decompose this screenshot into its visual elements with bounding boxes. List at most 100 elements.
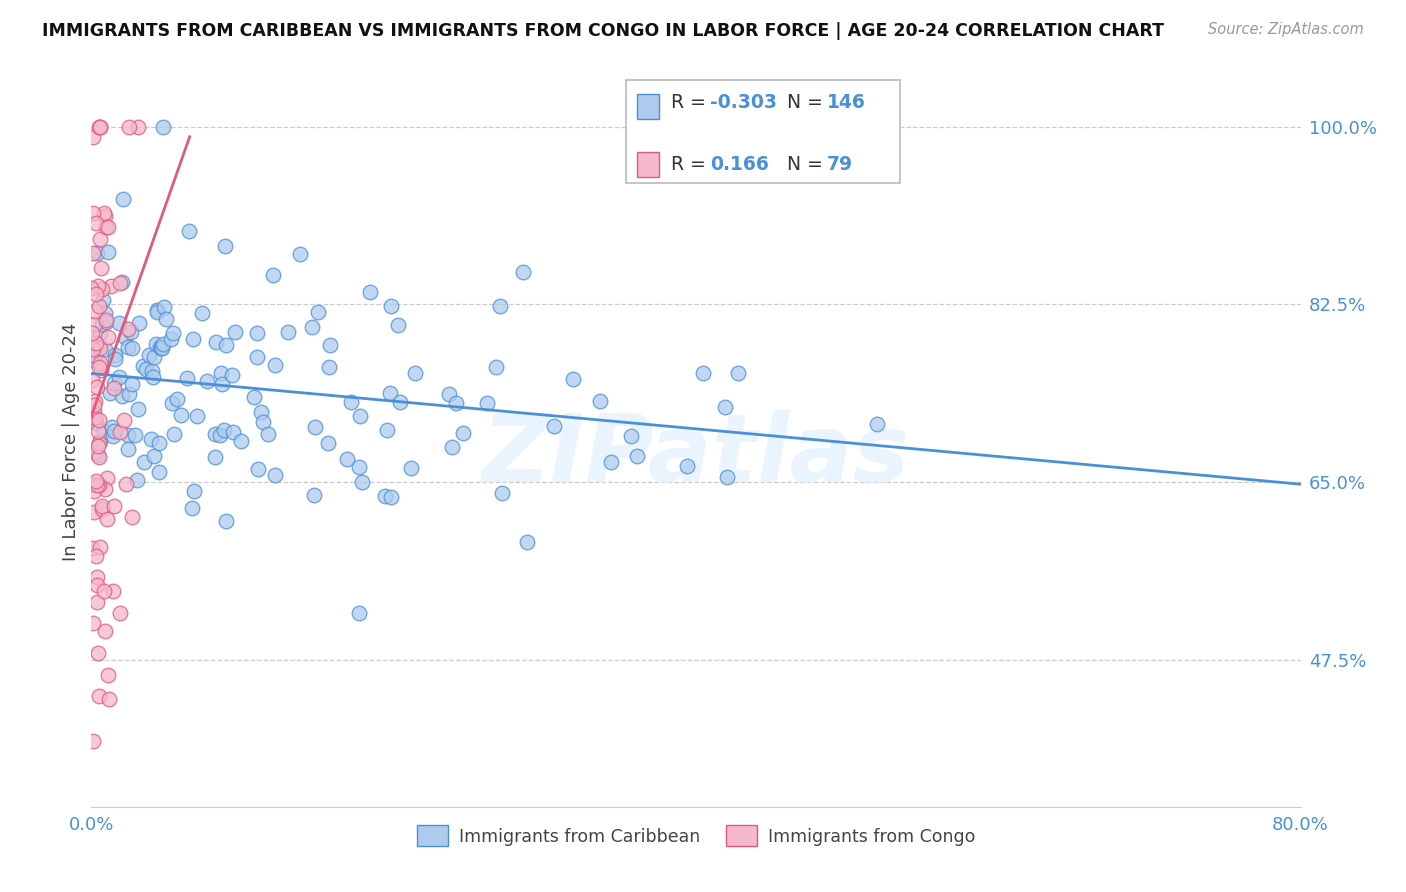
Point — [103, 425, 125, 439]
Point — [84, 335, 107, 350]
Point — [143, 351, 166, 365]
Point — [318, 359, 340, 374]
Point — [86, 245, 108, 260]
Point — [380, 300, 402, 314]
Point — [82, 129, 104, 144]
Point — [183, 483, 205, 498]
Point — [142, 370, 165, 384]
Point — [93, 584, 115, 599]
Point — [120, 325, 142, 339]
Point — [82, 373, 104, 387]
Point — [485, 360, 508, 375]
Point — [112, 413, 135, 427]
Point — [108, 606, 131, 620]
Point — [87, 436, 110, 450]
Point — [111, 389, 134, 403]
Point — [83, 411, 105, 425]
Point — [212, 423, 235, 437]
Point — [103, 376, 125, 390]
Point — [453, 426, 475, 441]
Point — [243, 390, 266, 404]
Point — [82, 343, 104, 357]
Point — [82, 734, 104, 748]
Point — [94, 624, 117, 639]
Point — [86, 478, 108, 492]
Point — [264, 467, 287, 482]
Point — [107, 316, 129, 330]
Point — [380, 490, 402, 504]
Point — [162, 326, 184, 340]
Point — [401, 461, 423, 475]
Point — [91, 499, 114, 513]
Point — [380, 386, 402, 401]
Point — [91, 318, 114, 332]
Point — [135, 361, 157, 376]
Point — [375, 423, 398, 437]
Point — [82, 246, 104, 260]
Point — [89, 120, 111, 134]
Point — [87, 120, 110, 134]
Point — [86, 380, 108, 394]
Point — [340, 395, 363, 409]
Text: 79: 79 — [827, 155, 853, 174]
Point — [111, 275, 134, 289]
Point — [205, 334, 228, 349]
Point — [444, 396, 467, 410]
Point — [94, 313, 117, 327]
Point — [250, 405, 273, 419]
Point — [87, 425, 110, 439]
Point — [304, 420, 326, 434]
Point — [163, 426, 186, 441]
Point — [229, 434, 252, 448]
Text: IMMIGRANTS FROM CARIBBEAN VS IMMIGRANTS FROM CONGO IN LABOR FORCE | AGE 20-24 CO: IMMIGRANTS FROM CARIBBEAN VS IMMIGRANTS … — [42, 22, 1164, 40]
Text: Source: ZipAtlas.com: Source: ZipAtlas.com — [1208, 22, 1364, 37]
Point — [150, 341, 173, 355]
Point — [153, 300, 176, 314]
Point — [716, 470, 738, 484]
Point — [350, 475, 373, 489]
Point — [138, 348, 160, 362]
Point — [148, 466, 170, 480]
Point — [599, 455, 621, 469]
Point — [246, 350, 269, 364]
Point — [169, 409, 191, 423]
Point — [561, 372, 583, 386]
Point — [108, 370, 131, 384]
Point — [101, 420, 124, 434]
Point — [117, 340, 139, 354]
Point — [626, 449, 648, 463]
Point — [83, 504, 105, 518]
Point — [87, 450, 110, 464]
Point — [89, 356, 111, 370]
Point — [181, 500, 204, 515]
Point — [675, 459, 697, 474]
Text: 146: 146 — [827, 93, 866, 112]
Point — [714, 401, 737, 415]
Point — [89, 689, 111, 703]
Point — [84, 549, 107, 564]
Point — [132, 359, 155, 373]
Point — [82, 413, 104, 427]
Legend: Immigrants from Caribbean, Immigrants from Congo: Immigrants from Caribbean, Immigrants fr… — [411, 818, 981, 854]
Point — [84, 444, 107, 458]
Point — [82, 477, 104, 491]
Point — [89, 540, 111, 554]
Point — [441, 440, 464, 454]
Point — [152, 337, 174, 351]
Point — [148, 436, 170, 450]
Point — [543, 419, 565, 434]
Text: R =: R = — [671, 155, 717, 174]
Point — [104, 352, 127, 367]
Point — [103, 499, 125, 513]
Point — [224, 325, 246, 339]
Point — [589, 394, 612, 409]
Point — [246, 326, 269, 340]
Point — [301, 319, 323, 334]
Point — [80, 281, 103, 295]
Point — [437, 386, 460, 401]
Point — [87, 646, 110, 660]
Text: R =: R = — [671, 93, 711, 112]
Point — [142, 450, 165, 464]
Point — [319, 338, 342, 352]
Point — [96, 512, 118, 526]
